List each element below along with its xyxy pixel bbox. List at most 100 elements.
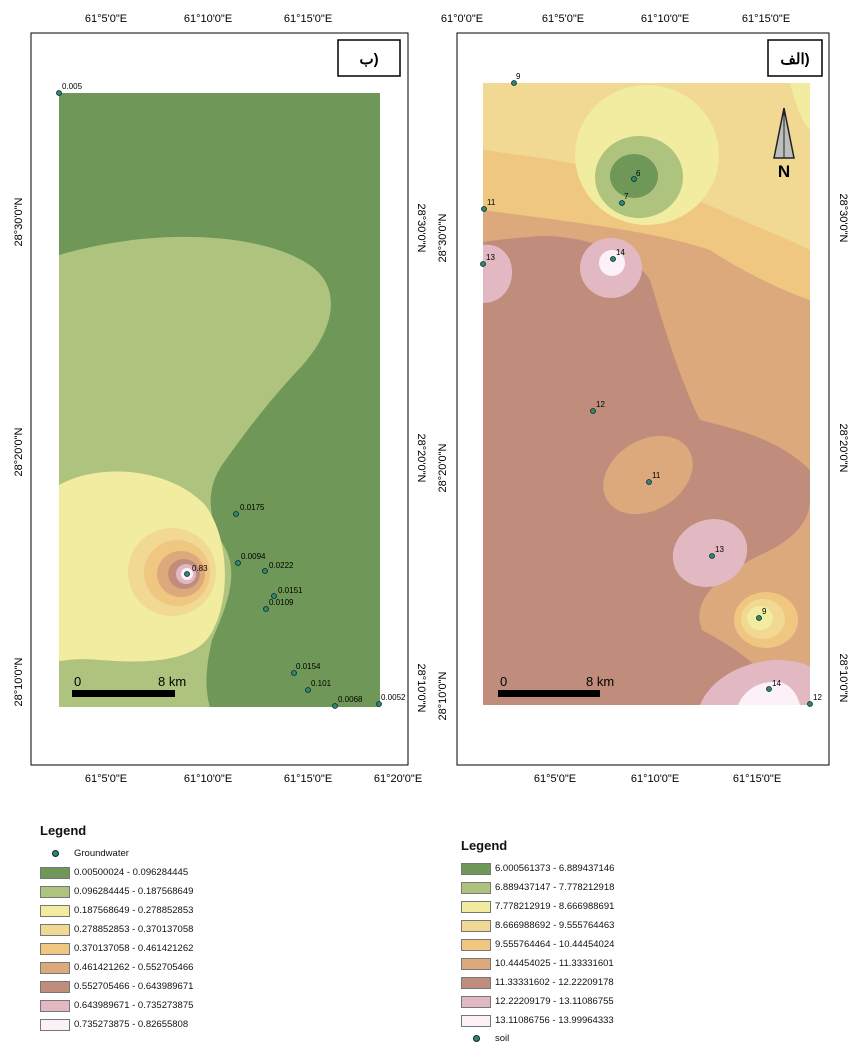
scale-start: 0 (74, 674, 81, 689)
tick-label: 28°20'0"N (837, 424, 849, 473)
top-ticks: 61°5'0"E 61°10'0"E 61°15'0"E (85, 13, 332, 25)
legend-class-row: 8.666988692 - 9.555764463 (461, 916, 614, 935)
tick-label: 28°30'0"N (415, 204, 427, 253)
legend-class-label: 0.552705466 - 0.643989671 (74, 981, 194, 992)
legend-classes: 0.00500024 - 0.096284445 0.096284445 - 0.… (40, 863, 193, 1034)
tick-label: 28°20'0"N (437, 443, 449, 492)
tick-label: 61°10'0"E (184, 773, 232, 785)
well-point (262, 568, 268, 574)
panel-label: الف) (780, 51, 809, 68)
legend-class-label: 0.187568649 - 0.278852853 (74, 905, 194, 916)
soil-point (646, 479, 652, 485)
well-label: 0.0175 (240, 503, 265, 512)
well-label: 0.83 (192, 564, 208, 573)
north-label: N (778, 162, 790, 181)
soil-point (481, 206, 487, 212)
legend-classes: 6.000561373 - 6.889437146 6.889437147 - 7… (461, 859, 614, 1030)
tick-label: 28°10'0"N (837, 654, 849, 703)
legend-class-row: 11.33331602 - 12.22209178 (461, 973, 614, 992)
tick-label: 28°20'0"N (415, 434, 427, 483)
zone-class-6 (603, 435, 693, 515)
well-label: 0.0154 (296, 662, 321, 671)
tick-label: 61°5'0"E (85, 773, 127, 785)
legend-swatch (461, 938, 491, 951)
legend-swatch (461, 1014, 491, 1027)
panel-label-box (767, 39, 823, 77)
groundwater-point-icon (51, 850, 59, 857)
soil-label: 6 (636, 169, 641, 178)
soil-point (610, 256, 616, 262)
tick-label: 61°15'0"E (284, 773, 332, 785)
legend-swatch (40, 999, 70, 1012)
well-point (305, 687, 311, 693)
well-point (233, 511, 239, 517)
well-point (184, 571, 190, 577)
legend-point-label: Groundwater (74, 848, 129, 859)
legend-swatch (40, 923, 70, 936)
soil-point (766, 686, 772, 692)
tick-label: 61°5'0"E (85, 13, 127, 25)
legend-class-label: 8.666988692 - 9.555764463 (495, 920, 615, 931)
bottom-ticks: 61°5'0"E 61°10'0"E 61°15'0"E (534, 773, 781, 785)
soil-label: 12 (596, 400, 605, 409)
tick-label: 61°10'0"E (631, 773, 679, 785)
legend-class-label: 0.461421262 - 0.552705466 (74, 962, 194, 973)
well-point (332, 703, 338, 709)
soil-point (619, 200, 625, 206)
tick-label: 28°20'0"N (13, 427, 25, 476)
well-point (56, 90, 62, 96)
tick-label: 61°0'0"E (441, 13, 483, 25)
legend-swatch (40, 942, 70, 955)
legend-swatch (461, 900, 491, 913)
tick-label: 61°10'0"E (641, 13, 689, 25)
scale-end: 8 km (586, 674, 614, 689)
well-label: 0.101 (311, 679, 332, 688)
wells: 0.005 0.0175 0.0094 0.0222 0.0151 0.0109… (56, 82, 406, 709)
legend-class-label: 6.000561373 - 6.889437146 (495, 863, 615, 874)
well-label: 0.005 (62, 82, 83, 91)
tick-label: 61°5'0"E (534, 773, 576, 785)
legend-title: Legend (40, 823, 87, 838)
legend-swatch (40, 904, 70, 917)
legend-swatch (461, 976, 491, 989)
legend-title: Legend (461, 838, 508, 853)
legend-swatch (461, 862, 491, 875)
legend-swatch (40, 866, 70, 879)
well-point (271, 593, 277, 599)
legend-swatch (40, 1018, 70, 1031)
legend-class-label: 0.278852853 - 0.370137058 (74, 924, 194, 935)
tick-label: 61°20'0"E (374, 773, 422, 785)
legend-swatch (40, 885, 70, 898)
legend-swatch (461, 995, 491, 1008)
legend-class-label: 7.778212919 - 8.666988691 (495, 901, 615, 912)
left-ticks: 28°30'0"N 28°20'0"N 28°10'0"N (437, 213, 449, 720)
zone-class-8 (672, 519, 748, 587)
soil-point (631, 176, 637, 182)
soil-point (480, 261, 486, 267)
tick-label: 28°30'0"N (437, 213, 449, 262)
zone-class-9 (599, 250, 625, 276)
soil-label: 14 (616, 248, 625, 257)
zone-class-1 (610, 154, 658, 198)
soil-label: 11 (652, 471, 661, 480)
well-point (235, 560, 241, 566)
soil-label: 12 (813, 693, 822, 702)
legend-class-label: 0.370137058 - 0.461421262 (74, 943, 194, 954)
panel-label: ب) (359, 51, 378, 68)
legend-groundwater: Legend Groundwater 0.00500024 - 0.096284… (40, 823, 193, 1034)
scale-bar: 0 8 km (72, 674, 186, 697)
north-arrow-icon: N (773, 107, 795, 181)
legend-swatch (461, 881, 491, 894)
soil-point (807, 701, 813, 707)
tick-label: 61°5'0"E (542, 13, 584, 25)
map-groundwater: ب) 61°5'0"E 61°10'0"E 61°15'0"E 61°5'0"E… (13, 13, 849, 785)
soil-point (709, 553, 715, 559)
legend-class-label: 9.555764464 - 10.44454024 (495, 939, 615, 950)
legend-point-label: soil (495, 1033, 510, 1044)
legend-class-row: 9.555764464 - 10.44454024 (461, 935, 614, 954)
legend-class-row: 0.370137058 - 0.461421262 (40, 939, 193, 958)
well-point (291, 670, 297, 676)
legend-class-label: 11.33331602 - 12.22209178 (495, 977, 614, 988)
legend-soil: Legend 6.000561373 - 6.889437146 6.889437… (461, 838, 614, 1047)
legend-class-row: 13.11086756 - 13.99964333 (461, 1011, 614, 1030)
